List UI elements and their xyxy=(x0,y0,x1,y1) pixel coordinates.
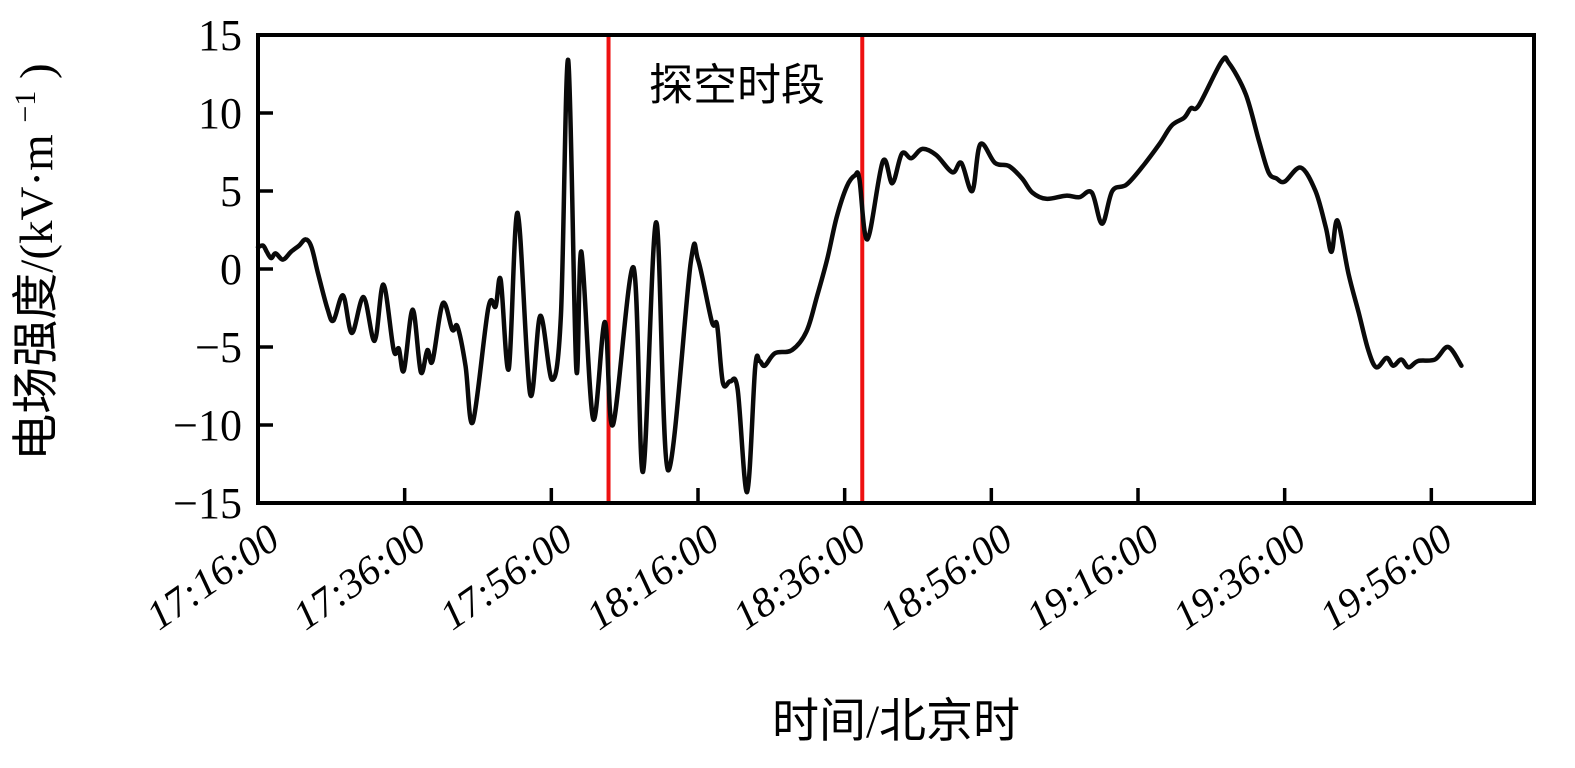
y-axis-title-suffix: ) xyxy=(11,63,63,79)
y-axis-title-prefix: 电场强度/(kV·m xyxy=(11,134,63,460)
y-axis-title-superscript: −1 xyxy=(9,91,42,123)
series-line-electric-field xyxy=(255,55,1464,495)
y-tick-label: 5 xyxy=(220,167,242,216)
y-tick-label: 10 xyxy=(198,89,242,138)
y-axis-title: 电场强度/(kV·m −1 ) xyxy=(0,63,63,460)
plot-border xyxy=(256,33,1536,505)
x-tick-label: 18:16:00 xyxy=(578,515,728,639)
x-axis-title: 时间/北京时 xyxy=(772,696,1020,748)
x-tick-label: 18:56:00 xyxy=(871,515,1021,639)
y-tick-label: −5 xyxy=(195,323,242,372)
x-tick-label: 17:36:00 xyxy=(284,515,434,639)
annotation-sounding-period: 探空时段 xyxy=(649,61,825,110)
y-tick-label: −15 xyxy=(173,479,242,528)
x-tick-label: 19:16:00 xyxy=(1018,515,1168,639)
x-tick-label: 17:16:00 xyxy=(138,515,288,639)
y-tick-label: 0 xyxy=(220,245,242,294)
y-tick-label: 15 xyxy=(198,11,242,60)
y-tick-label: −10 xyxy=(173,401,242,450)
x-tick-label: 17:56:00 xyxy=(431,515,581,639)
x-tick-label: 19:56:00 xyxy=(1311,515,1461,639)
x-tick-label: 18:36:00 xyxy=(724,515,874,639)
x-tick-label: 19:36:00 xyxy=(1164,515,1314,639)
